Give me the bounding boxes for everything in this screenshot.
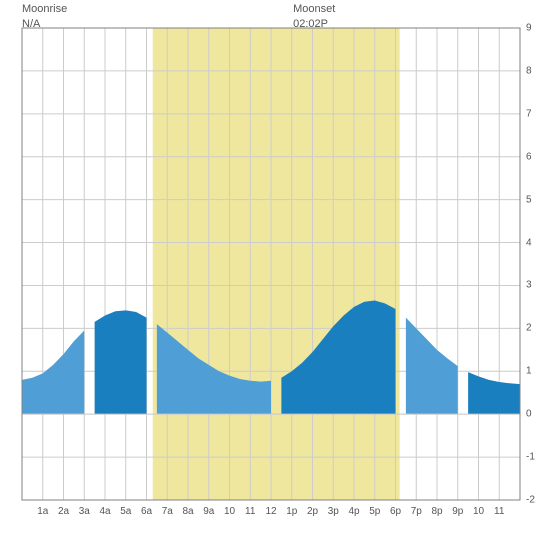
tide-segment (22, 331, 84, 415)
tide-segment (95, 310, 147, 414)
x-tick-label: 11 (494, 506, 504, 517)
x-tick-label: 10 (473, 506, 484, 517)
x-tick-label: 2p (307, 506, 318, 517)
y-tick-label: 4 (526, 237, 532, 248)
x-tick-label: 3p (328, 506, 339, 517)
y-tick-label: 1 (526, 366, 532, 377)
x-tick-label: 2a (58, 506, 69, 517)
y-tick-label: 9 (526, 23, 532, 34)
y-tick-label: 7 (526, 108, 532, 119)
x-tick-label: 6a (141, 506, 152, 517)
moonrise-label: MoonriseN/A (22, 2, 67, 32)
x-tick-label: 1a (37, 506, 48, 517)
y-tick-label: 8 (526, 65, 532, 76)
y-tick-label: 2 (526, 323, 532, 334)
x-tick-label: 9p (452, 506, 463, 517)
moonrise-value: N/A (22, 17, 67, 32)
x-tick-label: 3a (79, 506, 90, 517)
y-tick-label: -1 (526, 452, 535, 463)
y-tick-label: 6 (526, 151, 532, 162)
x-tick-label: 7p (411, 506, 422, 517)
x-tick-label: 4a (99, 506, 110, 517)
x-tick-label: 8a (182, 506, 193, 517)
x-tick-label: 12 (265, 506, 276, 517)
x-tick-label: 9a (203, 506, 214, 517)
moonrise-title: Moonrise (22, 2, 67, 17)
x-tick-label: 5p (369, 506, 380, 517)
y-tick-label: -2 (526, 495, 535, 506)
moonset-label: Moonset02:02P (293, 2, 335, 32)
x-tick-label: 11 (245, 506, 255, 517)
tide-segment (406, 318, 458, 415)
y-tick-label: 5 (526, 194, 532, 205)
tide-chart: MoonriseN/A Moonset02:02P 1a 2a 3a 4a 5a 6a 7a 8a… (0, 0, 550, 550)
x-tick-label: 8p (431, 506, 442, 517)
x-tick-label: 4p (348, 506, 359, 517)
y-tick-label: 3 (526, 280, 532, 291)
moonset-value: 02:02P (293, 17, 335, 32)
tide-segment (468, 372, 520, 414)
x-tick-label: 1p (286, 506, 297, 517)
moonset-title: Moonset (293, 2, 335, 17)
x-tick-label: 7a (162, 506, 173, 517)
x-tick-label: 5a (120, 506, 131, 517)
x-tick-label: 10 (224, 506, 235, 517)
x-tick-label: 6p (390, 506, 401, 517)
y-tick-label: 0 (526, 409, 532, 420)
